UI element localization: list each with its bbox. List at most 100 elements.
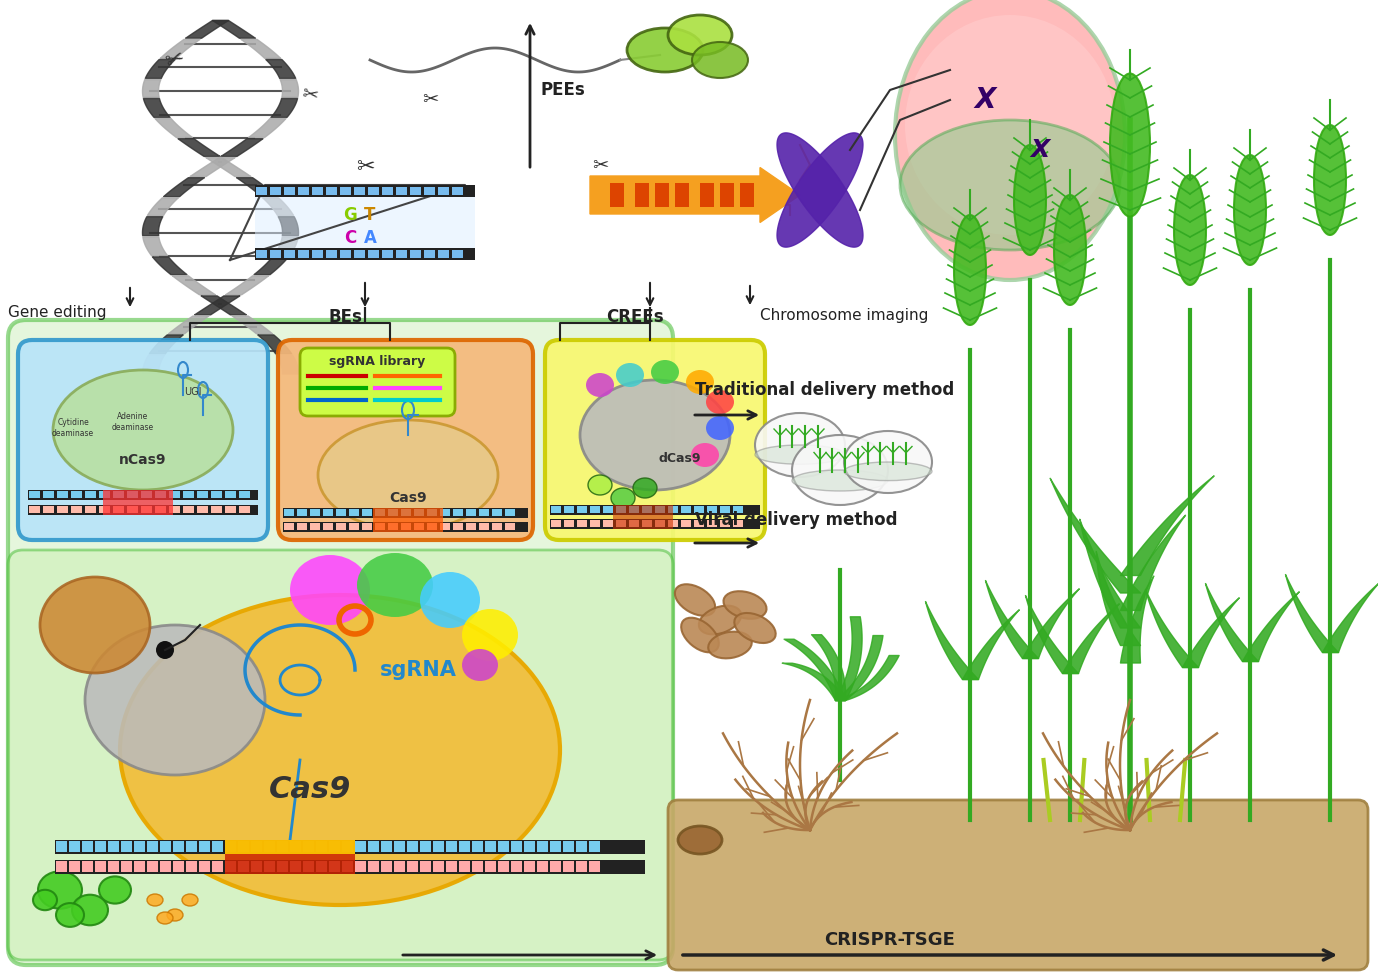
Bar <box>322 509 333 516</box>
Bar <box>43 491 54 498</box>
Bar <box>134 861 145 872</box>
Bar <box>438 187 449 195</box>
Bar <box>113 491 124 498</box>
Bar <box>127 491 138 498</box>
Ellipse shape <box>792 470 887 491</box>
Ellipse shape <box>675 585 715 616</box>
Bar <box>642 506 652 513</box>
Ellipse shape <box>900 120 1120 250</box>
Ellipse shape <box>167 909 183 921</box>
Bar <box>719 520 730 527</box>
Text: PEEs: PEEs <box>540 81 584 99</box>
Bar <box>389 523 398 530</box>
Ellipse shape <box>1235 155 1266 265</box>
Bar <box>174 841 185 852</box>
Bar <box>401 523 411 530</box>
Bar <box>95 861 106 872</box>
Ellipse shape <box>699 606 741 634</box>
Bar <box>349 523 360 530</box>
Text: ✂: ✂ <box>422 91 438 109</box>
Ellipse shape <box>586 373 615 397</box>
Bar <box>95 841 106 852</box>
Bar <box>590 520 599 527</box>
Bar <box>413 509 424 516</box>
Bar <box>282 508 528 518</box>
Text: Cas9: Cas9 <box>389 491 427 505</box>
Bar <box>485 841 496 852</box>
Bar <box>635 183 649 207</box>
Ellipse shape <box>650 360 679 384</box>
Bar <box>251 861 262 872</box>
Text: dCas9: dCas9 <box>659 452 701 465</box>
Bar <box>303 861 314 872</box>
Ellipse shape <box>723 591 766 619</box>
Text: T: T <box>364 206 376 224</box>
Ellipse shape <box>686 370 714 394</box>
Bar <box>395 250 407 258</box>
Bar <box>373 508 442 532</box>
Ellipse shape <box>72 895 107 925</box>
Bar <box>577 506 587 513</box>
Bar <box>284 187 295 195</box>
Bar <box>298 509 307 516</box>
Bar <box>511 841 522 852</box>
Bar <box>576 841 587 852</box>
Bar <box>550 841 561 852</box>
Bar <box>707 506 717 513</box>
Ellipse shape <box>147 894 163 906</box>
Bar <box>695 506 704 513</box>
Bar <box>83 841 92 852</box>
Bar <box>424 187 435 195</box>
Bar <box>336 523 346 530</box>
Bar <box>298 523 307 530</box>
Bar <box>537 861 548 872</box>
Bar <box>537 841 548 852</box>
Ellipse shape <box>668 15 732 55</box>
Ellipse shape <box>690 443 719 467</box>
Bar <box>452 187 463 195</box>
Ellipse shape <box>610 488 635 508</box>
Bar <box>277 861 288 872</box>
Bar <box>225 840 356 874</box>
Bar <box>466 509 475 516</box>
Ellipse shape <box>843 431 932 493</box>
Bar <box>72 506 83 513</box>
Bar <box>524 841 535 852</box>
FancyBboxPatch shape <box>8 320 672 965</box>
Bar <box>424 250 435 258</box>
Ellipse shape <box>182 894 198 906</box>
Bar <box>440 523 451 530</box>
Ellipse shape <box>954 215 987 325</box>
Bar <box>329 861 340 872</box>
Bar <box>183 491 194 498</box>
Ellipse shape <box>755 445 845 465</box>
Bar <box>733 520 743 527</box>
Bar <box>56 491 68 498</box>
Bar <box>55 860 645 874</box>
Bar <box>628 520 639 527</box>
Bar <box>121 861 132 872</box>
Bar <box>628 506 639 513</box>
Bar <box>446 861 457 872</box>
Bar <box>707 520 717 527</box>
Ellipse shape <box>843 462 932 480</box>
Ellipse shape <box>120 595 559 905</box>
Bar <box>183 506 194 513</box>
Ellipse shape <box>588 475 612 495</box>
Bar <box>473 841 484 852</box>
Bar <box>590 506 599 513</box>
Bar <box>270 250 281 258</box>
Bar <box>72 491 83 498</box>
Bar <box>492 523 502 530</box>
Ellipse shape <box>1111 73 1151 217</box>
Bar <box>265 841 276 852</box>
Text: CRISPR-TSGE: CRISPR-TSGE <box>824 931 955 949</box>
Ellipse shape <box>40 577 150 673</box>
Bar <box>588 861 599 872</box>
Ellipse shape <box>905 15 1115 235</box>
Bar <box>550 861 561 872</box>
Bar <box>411 250 422 258</box>
Bar <box>298 187 309 195</box>
Text: Gene editing: Gene editing <box>8 305 106 320</box>
Bar <box>394 861 405 872</box>
